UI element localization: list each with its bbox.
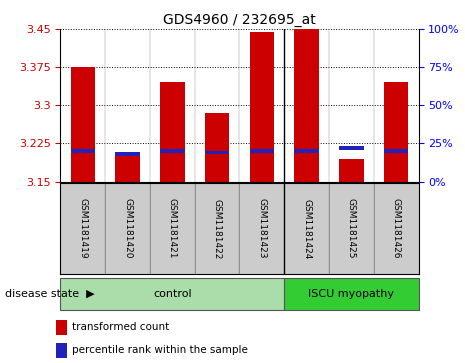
Text: GSM1181424: GSM1181424 [302, 199, 311, 259]
Bar [294, 149, 319, 153]
Bar [205, 113, 229, 182]
Text: GSM1181419: GSM1181419 [78, 198, 87, 259]
Bar [294, 29, 319, 182]
Bar [339, 159, 364, 182]
Bar [284, 183, 329, 274]
Bar [374, 183, 418, 274]
Text: transformed count: transformed count [72, 322, 169, 333]
Bar [250, 149, 274, 153]
Bar [250, 32, 274, 182]
Text: control: control [153, 289, 192, 299]
Bar [71, 67, 95, 182]
Text: GSM1181422: GSM1181422 [213, 199, 222, 259]
Text: GSM1181425: GSM1181425 [347, 199, 356, 259]
Bar [239, 183, 284, 274]
Text: GSM1181421: GSM1181421 [168, 199, 177, 259]
Bar [195, 183, 239, 274]
Bar [60, 183, 105, 274]
Bar [339, 146, 364, 150]
Bar [105, 183, 150, 274]
FancyBboxPatch shape [60, 278, 284, 310]
Text: GSM1181426: GSM1181426 [392, 199, 401, 259]
Text: percentile rank within the sample: percentile rank within the sample [72, 345, 248, 355]
Bar [384, 82, 408, 182]
Bar [115, 152, 140, 156]
Title: GDS4960 / 232695_at: GDS4960 / 232695_at [163, 13, 316, 26]
Bar [150, 183, 195, 274]
Bar [56, 343, 67, 358]
Text: ISCU myopathy: ISCU myopathy [308, 289, 394, 299]
Bar [56, 320, 67, 335]
Bar [115, 154, 140, 182]
Bar [384, 149, 408, 153]
Bar [160, 149, 185, 153]
Text: disease state  ▶: disease state ▶ [5, 289, 94, 299]
Bar [329, 183, 374, 274]
Text: GSM1181420: GSM1181420 [123, 199, 132, 259]
Bar [160, 82, 185, 182]
Bar [71, 149, 95, 153]
FancyBboxPatch shape [284, 278, 418, 310]
Text: GSM1181423: GSM1181423 [257, 199, 266, 259]
Bar [205, 151, 229, 154]
